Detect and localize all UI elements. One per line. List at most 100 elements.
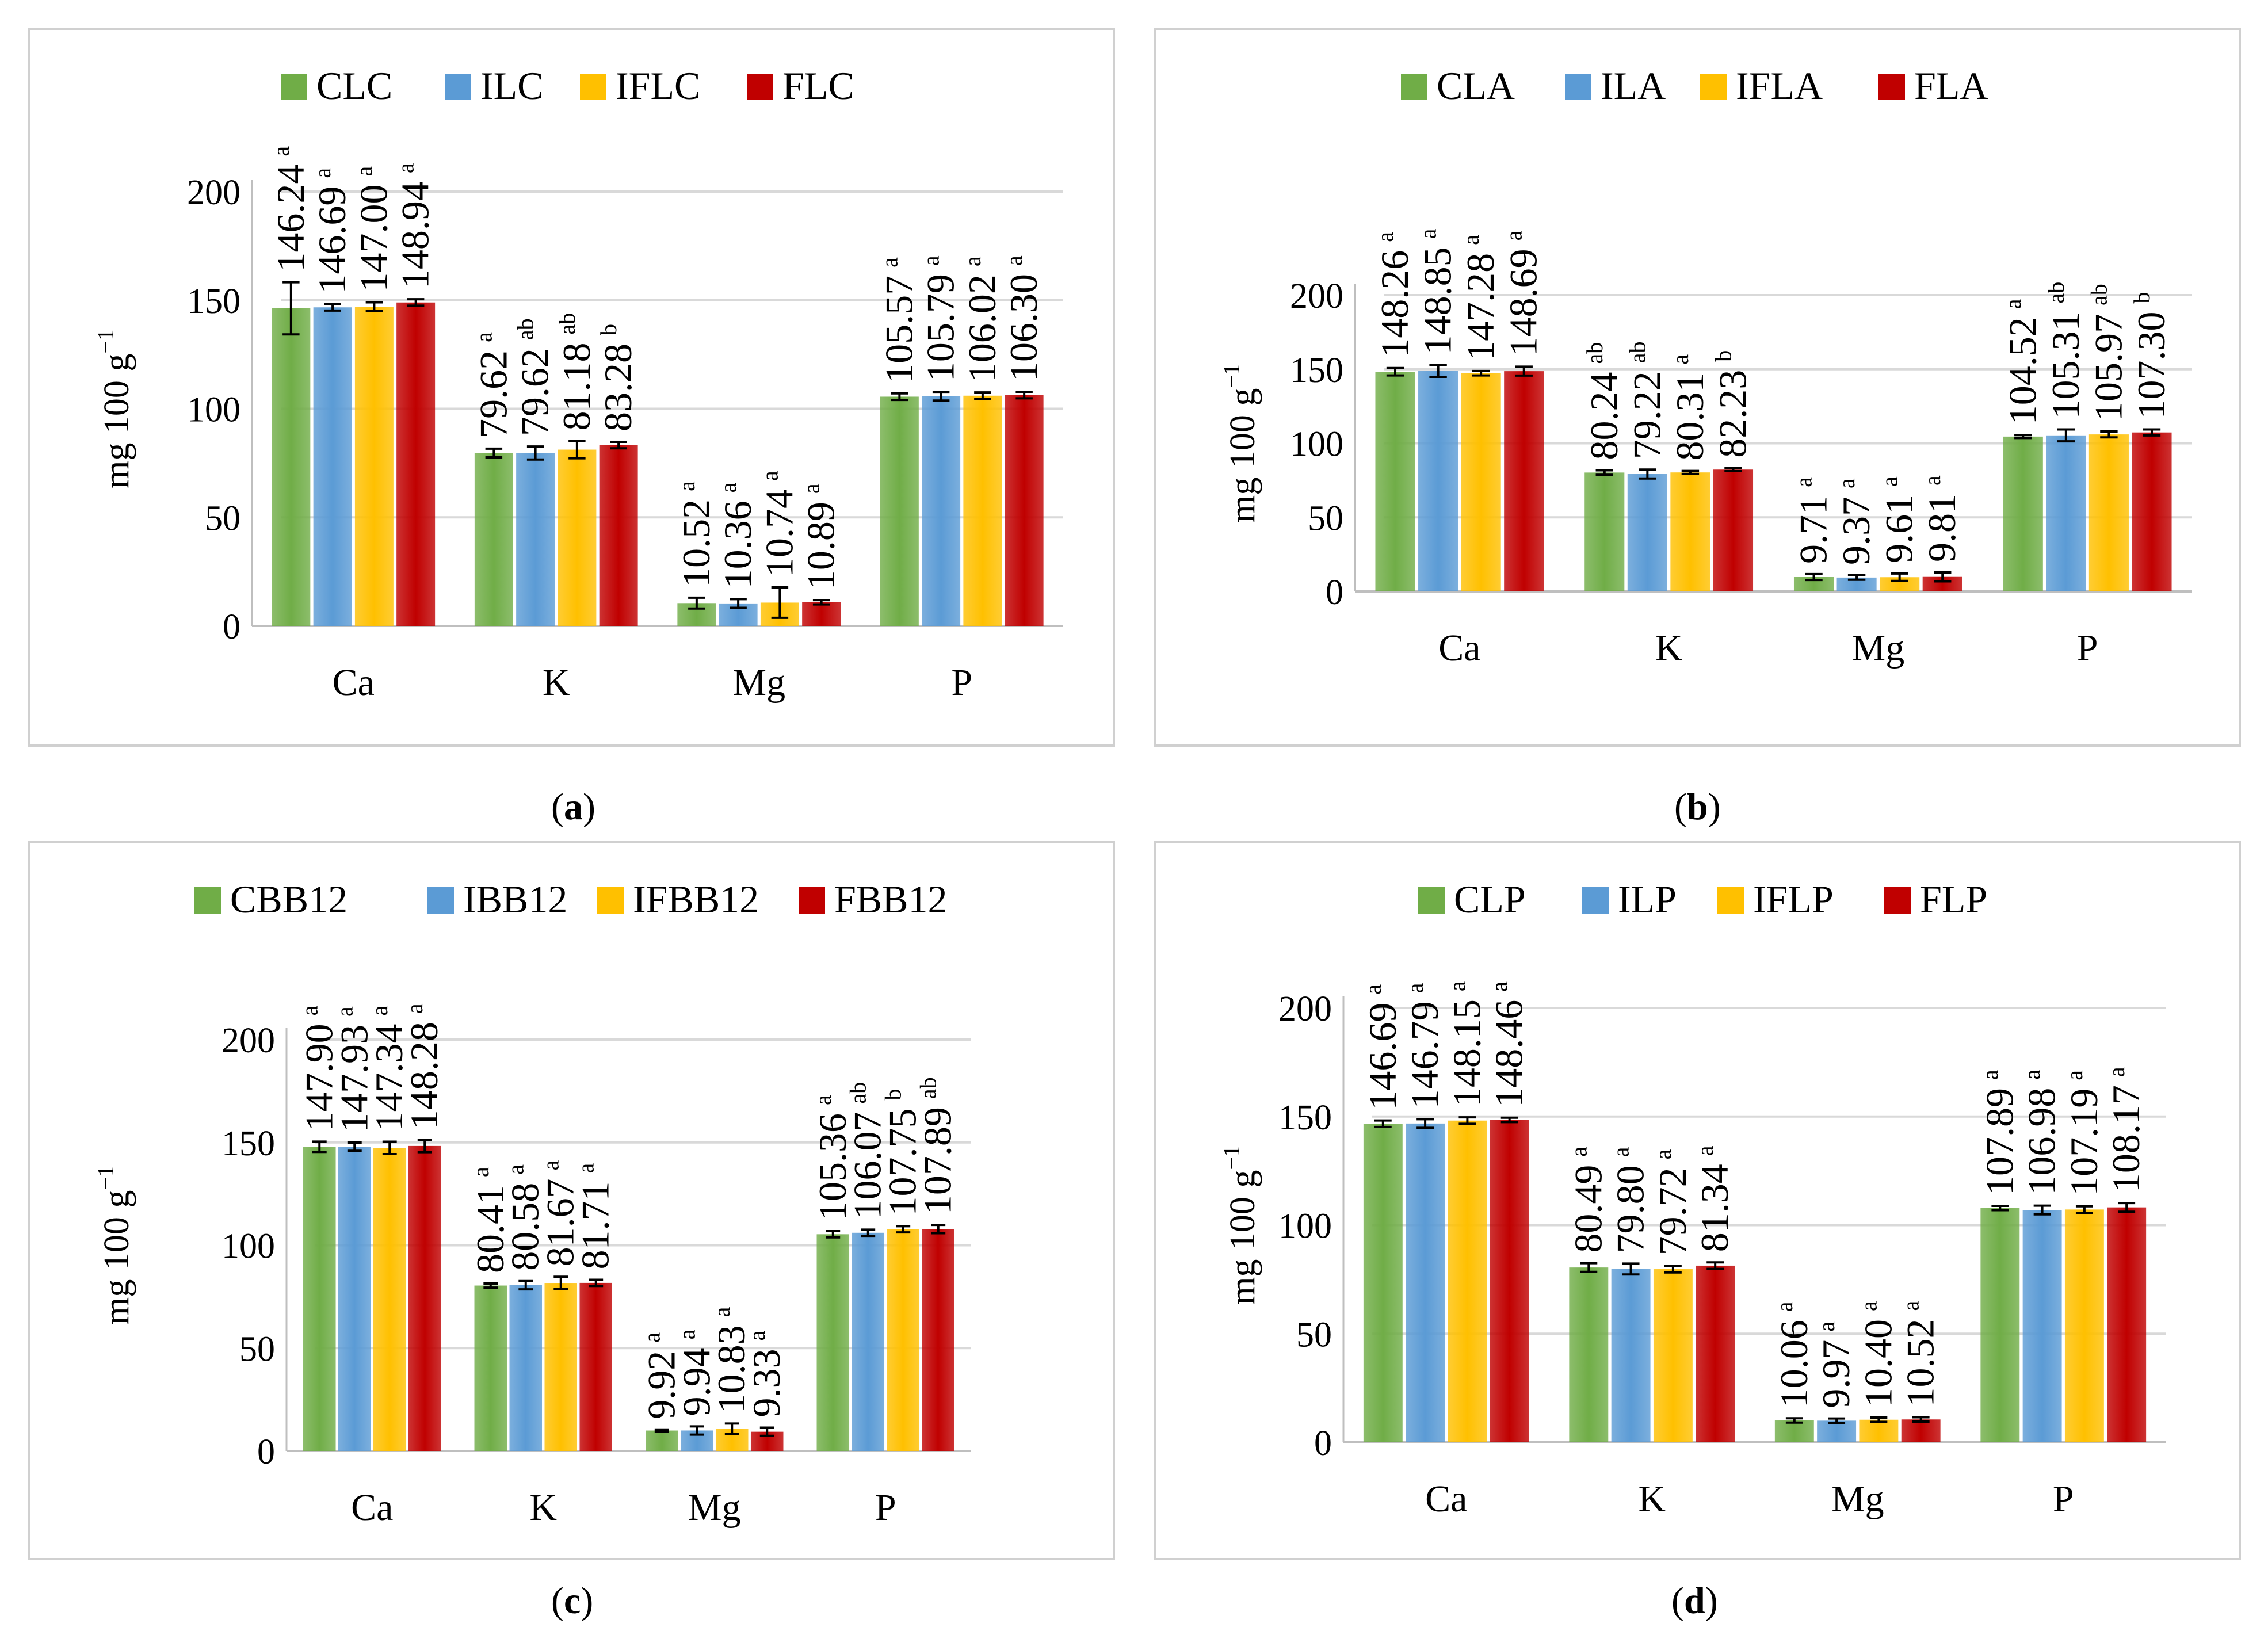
- legend-swatch-IBB12: [427, 887, 454, 914]
- legend-label-ILP: ILP: [1618, 877, 1677, 921]
- data-label: 148.85a: [1415, 228, 1460, 354]
- data-label: 9.97a: [1813, 1321, 1858, 1408]
- data-label: 146.79a: [1402, 983, 1446, 1109]
- y-tick-label: 100: [187, 391, 240, 430]
- bar-FBB12-P: [922, 1229, 954, 1451]
- legend-swatch-ILA: [1565, 74, 1591, 100]
- legend-swatch-IFLP: [1717, 887, 1744, 914]
- bar-FLC-Ca: [396, 302, 436, 626]
- bar-CLC-P: [880, 396, 919, 626]
- bar-IFLP-P: [2064, 1209, 2104, 1442]
- bar-ILP-Mg: [1817, 1420, 1857, 1442]
- legend-label-IFLP: IFLP: [1753, 877, 1834, 921]
- y-tick-label: 0: [257, 1433, 275, 1472]
- data-label: 80.31a: [1667, 354, 1712, 461]
- data-label: 148.46a: [1487, 981, 1531, 1107]
- data-label: 106.07ab: [845, 1082, 889, 1220]
- bar-IFBB12-K: [544, 1283, 578, 1451]
- bar-IFLC-P: [963, 395, 1002, 626]
- panel-caption-c: (c): [551, 1580, 594, 1622]
- data-label: 148.26a: [1372, 232, 1416, 358]
- data-label: 10.83a: [709, 1307, 753, 1413]
- data-label: 9.37a: [1834, 478, 1878, 565]
- y-tick-label: 100: [1278, 1207, 1332, 1246]
- panel-caption-a: (a): [551, 786, 595, 828]
- bar-CLA-K: [1584, 472, 1625, 591]
- legend-label-FLC: FLC: [782, 64, 854, 108]
- x-category-label: P: [2053, 1478, 2074, 1520]
- bar-FLP-Mg: [1901, 1419, 1941, 1442]
- legend-label-ILA: ILA: [1601, 64, 1666, 108]
- panel-caption-b: (b): [1674, 786, 1721, 828]
- y-tick-label: 150: [187, 282, 240, 321]
- bar-IFBB12-Ca: [373, 1148, 406, 1451]
- bar-FLC-K: [599, 445, 638, 626]
- legend-swatch-ILC: [445, 74, 471, 100]
- legend-label-IFLA: IFLA: [1736, 64, 1823, 108]
- legend-swatch-IFLA: [1700, 74, 1727, 100]
- chart-panel-c: 0 50 100 150 200 mg 100 g−1 Ca 147.90a 147.93a 14…: [28, 841, 1115, 1560]
- legend-label-FLA: FLA: [1914, 64, 1988, 108]
- chart-panel-d: 0 50 100 150 200 mg 100 g−1 Ca 146.69a 146.79a 14…: [1154, 841, 2241, 1560]
- data-label: 9.33a: [744, 1330, 788, 1417]
- y-tick-label: 0: [1314, 1424, 1332, 1463]
- x-category-label: K: [529, 1487, 557, 1529]
- y-axis-label: mg 100 g−1: [1219, 1145, 1262, 1305]
- bar-ILC-P: [922, 396, 961, 626]
- data-label: 148.94a: [393, 163, 437, 289]
- legend-swatch-IFLC: [580, 74, 606, 100]
- legend-swatch-FLC: [747, 74, 773, 100]
- data-label: 148.15a: [1444, 981, 1488, 1107]
- data-label: 107.89a: [1977, 1070, 2021, 1196]
- data-label: 81.67a: [538, 1160, 582, 1266]
- chart-panel-b: 0 50 100 150 200 mg 100 g−1 Ca 148.26a 148.85a 14…: [1154, 28, 2241, 747]
- bar-IBB12-Ca: [338, 1147, 371, 1451]
- bar-IFLC-K: [558, 449, 597, 626]
- data-label: 9.94a: [674, 1329, 718, 1416]
- y-tick-label: 200: [1290, 277, 1343, 316]
- data-label: 79.62ab: [513, 318, 557, 436]
- bar-IFLA-P: [2088, 434, 2129, 591]
- bar-CBB12-Mg: [646, 1430, 678, 1451]
- bar-IFLP-Ca: [1448, 1120, 1487, 1442]
- y-tick-label: 0: [1326, 573, 1343, 612]
- data-label: 104.52a: [2000, 299, 2044, 425]
- y-tick-label: 200: [222, 1021, 275, 1060]
- y-tick-label: 50: [205, 499, 240, 538]
- panel-caption-d: (d): [1671, 1580, 1718, 1622]
- data-label: 80.58a: [503, 1164, 547, 1271]
- y-tick-label: 200: [1278, 990, 1332, 1029]
- bar-ILA-Ca: [1418, 371, 1458, 591]
- bar-ILC-K: [516, 453, 555, 626]
- data-label: 10.40a: [1855, 1301, 1900, 1407]
- data-label: 81.18ab: [554, 313, 598, 431]
- y-axis-label: mg 100 g−1: [1219, 364, 1262, 523]
- bar-IBB12-P: [852, 1232, 885, 1451]
- data-label: 105.97ab: [2086, 284, 2130, 421]
- x-category-label: K: [543, 662, 570, 704]
- bar-CLP-K: [1569, 1267, 1609, 1442]
- bar-FLA-Ca: [1504, 371, 1544, 591]
- data-label: 105.31ab: [2043, 282, 2087, 419]
- chart-frame: [1154, 28, 2241, 747]
- data-label: 107.89ab: [915, 1077, 960, 1214]
- x-category-label: Mg: [1852, 627, 1905, 669]
- bar-CLA-Ca: [1375, 372, 1415, 591]
- bar-CBB12-K: [474, 1285, 507, 1451]
- bar-FLA-P: [2132, 432, 2172, 591]
- data-label: 81.71a: [573, 1163, 617, 1270]
- data-label: 106.30a: [1001, 255, 1045, 381]
- bar-CLP-P: [1980, 1208, 2020, 1442]
- data-label: 80.24ab: [1582, 342, 1626, 460]
- y-tick-label: 0: [223, 608, 240, 647]
- bar-IFLA-K: [1670, 472, 1710, 591]
- bar-FLA-K: [1713, 469, 1754, 591]
- bar-ILP-K: [1611, 1269, 1651, 1442]
- data-label: 79.62a: [471, 332, 515, 438]
- y-tick-label: 150: [1290, 351, 1343, 390]
- data-label: 9.92a: [639, 1332, 683, 1419]
- y-axis-label: mg 100 g−1: [93, 1166, 136, 1325]
- bar-FBB12-K: [579, 1282, 612, 1451]
- legend-label-IFLC: IFLC: [616, 64, 700, 108]
